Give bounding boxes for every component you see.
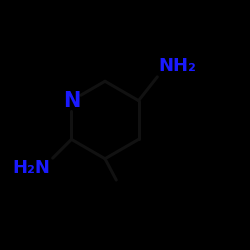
Text: H₂N: H₂N <box>13 160 51 178</box>
Text: N: N <box>63 90 80 110</box>
Text: NH₂: NH₂ <box>158 57 196 75</box>
